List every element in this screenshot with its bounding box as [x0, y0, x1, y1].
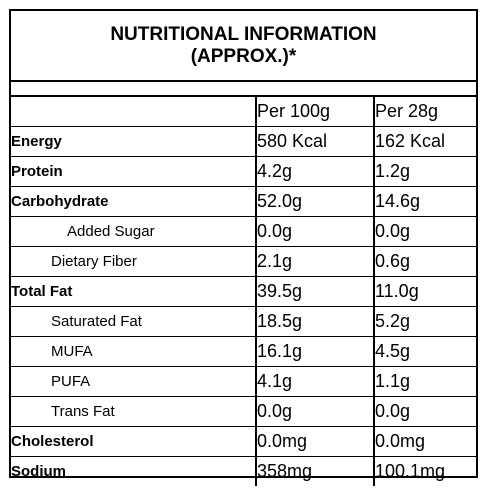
value-per-28g: 0.6g [374, 245, 476, 276]
value-per-100g: 16.1g [256, 335, 375, 366]
value-per-100g: 0.0mg [256, 425, 375, 456]
panel-title: NUTRITIONAL INFORMATION (APPROX.)* [11, 11, 476, 82]
row-label: Carbohydrate [11, 185, 257, 216]
value-per-100g: 0.0g [256, 395, 375, 426]
row-label: Added Sugar [11, 215, 257, 246]
value-per-28g: 100.1mg [374, 455, 476, 486]
table-row: Saturated Fat 18.5g 5.2g [11, 305, 476, 336]
table-row: Trans Fat 0.0g 0.0g [11, 395, 476, 426]
value-per-100g: 39.5g [256, 275, 375, 306]
value-per-28g: 1.1g [374, 365, 476, 396]
title-line-1: NUTRITIONAL INFORMATION [110, 24, 377, 45]
value-per-100g: 358mg [256, 455, 375, 486]
row-label: Dietary Fiber [11, 245, 257, 276]
row-label: Energy [11, 125, 257, 156]
value-per-100g: 4.1g [256, 365, 375, 396]
table-row: PUFA 4.1g 1.1g [11, 365, 476, 396]
row-label: Total Fat [11, 275, 257, 306]
value-per-100g: 0.0g [256, 215, 375, 246]
header-label-cell [11, 95, 257, 126]
header-per-100g: Per 100g [256, 95, 375, 126]
value-per-100g: 2.1g [256, 245, 375, 276]
table-row: Added Sugar 0.0g 0.0g [11, 215, 476, 246]
value-per-28g: 0.0mg [374, 425, 476, 456]
table-row: MUFA 16.1g 4.5g [11, 335, 476, 366]
row-label: Protein [11, 155, 257, 186]
table-row: Protein 4.2g 1.2g [11, 155, 476, 186]
table-row: Energy 580 Kcal 162 Kcal [11, 125, 476, 156]
value-per-28g: 162 Kcal [374, 125, 476, 156]
value-per-28g: 5.2g [374, 305, 476, 336]
value-per-28g: 0.0g [374, 395, 476, 426]
row-label: Saturated Fat [11, 305, 257, 336]
value-per-100g: 580 Kcal [256, 125, 375, 156]
value-per-28g: 0.0g [374, 215, 476, 246]
row-label: MUFA [11, 335, 257, 366]
table-row: Dietary Fiber 2.1g 0.6g [11, 245, 476, 276]
value-per-100g: 4.2g [256, 155, 375, 186]
table-row: Carbohydrate 52.0g 14.6g [11, 185, 476, 216]
value-per-28g: 11.0g [374, 275, 476, 306]
table-row: Cholesterol 0.0mg 0.0mg [11, 425, 476, 456]
nutrition-table: Per 100g Per 28g Energy 580 Kcal 162 Kca… [11, 95, 476, 486]
value-per-28g: 14.6g [374, 185, 476, 216]
value-per-28g: 4.5g [374, 335, 476, 366]
table-row: Sodium 358mg 100.1mg [11, 455, 476, 486]
table-header-row: Per 100g Per 28g [11, 95, 476, 126]
table-row: Total Fat 39.5g 11.0g [11, 275, 476, 306]
row-label: PUFA [11, 365, 257, 396]
header-per-28g: Per 28g [374, 95, 476, 126]
value-per-28g: 1.2g [374, 155, 476, 186]
row-label: Trans Fat [11, 395, 257, 426]
row-label: Sodium [11, 455, 257, 486]
title-line-2: (APPROX.)* [190, 46, 297, 67]
row-label: Cholesterol [11, 425, 257, 456]
nutrition-panel: NUTRITIONAL INFORMATION (APPROX.)* Per 1… [9, 9, 478, 486]
value-per-100g: 52.0g [256, 185, 375, 216]
value-per-100g: 18.5g [256, 305, 375, 336]
